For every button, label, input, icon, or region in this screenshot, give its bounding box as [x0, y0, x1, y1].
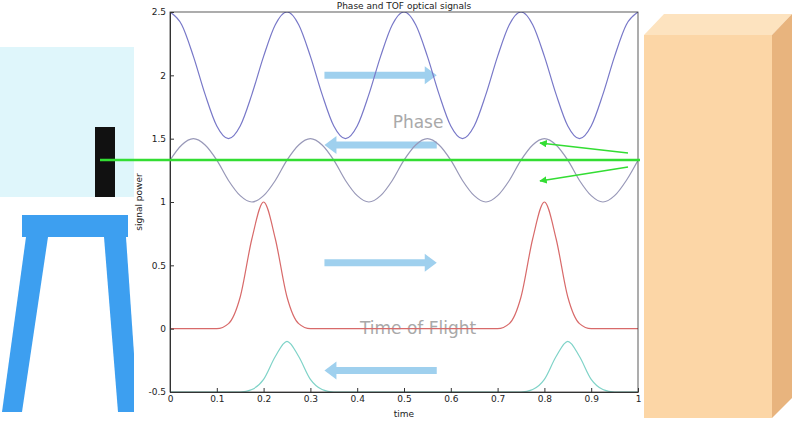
box-front — [644, 35, 772, 418]
tick-label: 0.6 — [444, 394, 459, 404]
tick: 0.7 — [491, 388, 505, 404]
tick: 0.1 — [210, 388, 224, 404]
arrow-shaft — [334, 367, 436, 374]
tick: -0.5 — [148, 387, 174, 397]
tick: 2 — [160, 71, 174, 81]
arrow-shaft — [334, 142, 436, 149]
axis-line — [171, 392, 639, 393]
tick: 0.8 — [538, 388, 553, 404]
x-axis-title: time — [394, 409, 415, 419]
reflection-arrow — [540, 167, 628, 181]
series-line — [170, 12, 638, 139]
tick-label: 0.1 — [210, 394, 224, 404]
tick-label: 1 — [636, 394, 642, 404]
tick-mark — [170, 392, 174, 393]
box-side — [772, 14, 792, 418]
tick-mark — [404, 388, 405, 392]
tick-mark — [591, 388, 592, 392]
tick-label: 0.5 — [397, 394, 411, 404]
tick: 0.3 — [304, 388, 318, 404]
chart-background — [134, 0, 644, 423]
tick-label: 0.2 — [257, 394, 271, 404]
scene — [0, 47, 152, 412]
tick: 2.5 — [152, 7, 174, 17]
tick-mark — [170, 265, 174, 266]
tick-label: 0.7 — [491, 394, 505, 404]
tick-label: 0.5 — [152, 261, 166, 271]
tick-mark — [264, 388, 265, 392]
tick: 1 — [636, 388, 642, 404]
tick-mark — [544, 388, 545, 392]
tick-label: 0 — [168, 394, 174, 404]
arrow-head — [324, 136, 336, 154]
tick-mark — [170, 12, 174, 13]
stand-top — [22, 215, 128, 237]
chart-title: Phase and TOF optical signals — [337, 1, 472, 11]
stand-leg — [2, 237, 48, 412]
tick-mark — [217, 388, 218, 392]
diagram: Phase Time of Flight 0 0.1 0.2 0.3 0.4 0.5 0.6 0.… — [0, 0, 806, 423]
tick-mark — [170, 329, 174, 330]
plot-frame — [170, 12, 638, 392]
tick-mark — [170, 202, 174, 203]
arrow-head — [324, 361, 336, 379]
tick: 0.4 — [351, 388, 366, 404]
annotation: Phase — [393, 112, 444, 132]
tick-label: 0.4 — [351, 394, 366, 404]
beam — [100, 159, 640, 162]
box-top — [644, 14, 792, 35]
laser-beam — [100, 143, 640, 181]
tick: 0 — [160, 324, 174, 334]
tick-label: 0.8 — [538, 394, 553, 404]
tick-mark — [357, 388, 358, 392]
tick-mark — [170, 139, 174, 140]
tick: 0.2 — [257, 388, 271, 404]
tick-label: 2 — [160, 71, 166, 81]
stand-leg — [104, 237, 138, 412]
y-axis: -0.5 0 0.5 1 1.5 2 2.5 — [148, 7, 174, 397]
arrow-shaft — [324, 259, 426, 266]
tick-mark — [310, 388, 311, 392]
y-axis-title: signal power — [134, 173, 144, 231]
tick: 0.5 — [397, 388, 411, 404]
series-line — [170, 139, 638, 202]
tick-mark — [498, 388, 499, 392]
tick-mark — [638, 388, 639, 392]
tick-label: 0.3 — [304, 394, 318, 404]
plot-area — [170, 12, 638, 392]
tick-mark — [451, 388, 452, 392]
tick-label: 2.5 — [152, 7, 166, 17]
tick-label: 0 — [160, 324, 166, 334]
series-line — [170, 341, 638, 392]
tick: 0.5 — [152, 261, 174, 271]
tick-label: 1 — [160, 197, 166, 207]
tick-label: 0.9 — [585, 394, 600, 404]
tick-label: -0.5 — [148, 387, 166, 397]
series-line — [170, 202, 638, 329]
tick-mark — [170, 75, 174, 76]
tick: 0.6 — [444, 388, 459, 404]
target-box — [644, 14, 792, 418]
tick: 1.5 — [152, 134, 174, 144]
sensor — [95, 127, 115, 197]
annotation: Time of Flight — [359, 318, 477, 338]
reflection-arrow — [540, 143, 628, 153]
device-body — [0, 47, 152, 197]
tick: 1 — [160, 197, 174, 207]
tick-label: 1.5 — [152, 134, 166, 144]
tick: 0.9 — [585, 388, 600, 404]
x-axis: 0 0.1 0.2 0.3 0.4 0.5 0.6 0.7 0.8 0.9 1 — [168, 388, 642, 404]
arrow-head — [425, 254, 437, 272]
